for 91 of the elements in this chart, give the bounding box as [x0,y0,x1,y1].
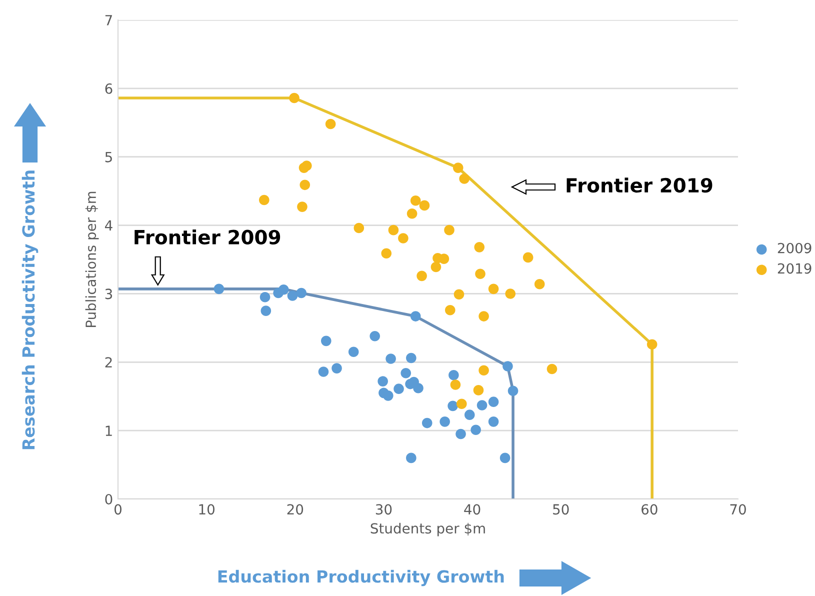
y-tick-label: 1 [106,426,112,436]
point [298,162,310,173]
point [348,346,359,358]
annotation: Frontier 2009 [134,229,280,245]
point [287,290,298,301]
point [505,288,516,299]
y-tick-label: 3 [105,288,112,300]
point [478,311,489,322]
y-tick-label: 5 [105,152,112,162]
point [456,428,466,440]
point [413,382,424,394]
point [440,416,450,427]
point [318,366,329,377]
x-tick-label: 50 [553,504,569,515]
text: Research Productivity Growth [22,170,38,450]
point [296,288,306,298]
point [332,363,342,374]
point [476,400,488,410]
point [258,194,270,206]
point [325,118,336,130]
point [534,278,545,290]
point [646,339,658,350]
point [297,202,308,212]
point [448,370,459,380]
point [320,336,332,346]
point [400,368,412,378]
point [398,233,408,244]
point [289,92,300,104]
point [419,200,430,211]
point [382,390,394,401]
annotation: Frontier 2019 [566,178,712,193]
point [448,400,458,412]
legend-label: 2009 [778,242,812,254]
point [406,352,416,364]
point [388,224,399,236]
point [488,396,499,407]
point [406,452,416,464]
point [444,304,456,316]
text: Education Productivity Growth [218,570,504,586]
point [354,222,364,234]
point [474,242,485,252]
point [214,284,224,294]
point [488,284,499,294]
point [459,174,470,184]
point [406,208,418,219]
point [502,361,513,372]
x-tick-label: 0 [114,504,122,515]
point [260,306,272,316]
point [416,270,427,282]
point [410,196,421,206]
point [470,424,481,436]
point [488,416,499,427]
point [386,354,396,364]
point [381,248,392,258]
x-tick-label: 60 [642,504,658,515]
point [378,376,388,386]
y-tick-label: 7 [105,15,112,26]
x-tick-label: 20 [287,504,304,515]
point [410,311,421,322]
point [260,292,270,302]
point [475,268,486,280]
point [278,284,289,295]
y-tick-label: 4 [104,220,112,231]
point [546,364,558,374]
point [522,252,534,263]
point [478,365,489,376]
point [464,410,475,420]
point [444,224,454,236]
point [370,330,380,342]
point [422,418,432,428]
point [450,380,461,390]
point [500,452,510,464]
point [438,254,450,264]
point [508,386,518,396]
point [454,289,464,300]
y-tick-label: 6 [105,83,112,94]
point [452,162,464,173]
x-axis-title: Students per $m [370,522,485,536]
x-tick-label: 70 [730,504,746,515]
y-tick-label: 0 [105,494,112,504]
x-tick-label: 10 [199,504,214,515]
point [394,384,404,394]
x-tick-label: 30 [376,504,392,515]
point [473,385,484,396]
y-tick-label: 2 [105,357,112,368]
y-axis-title: Publications per $m [85,192,99,327]
x-tick-label: 40 [464,504,480,515]
point [456,398,467,410]
point [300,180,310,190]
legend-label: 2019 [778,263,812,274]
point [430,262,442,272]
